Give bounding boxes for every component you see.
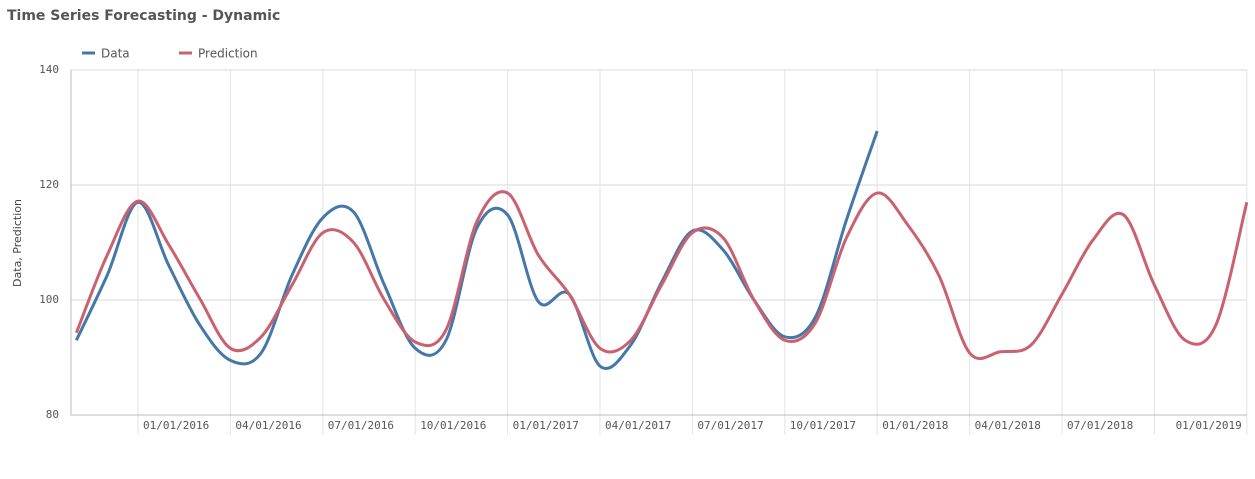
x-tick-label: 07/01/2016	[328, 419, 394, 432]
x-tick-label: 01/01/2019	[1176, 419, 1242, 432]
y-axis-label: Data, Prediction	[11, 199, 24, 287]
y-tick-label: 80	[46, 408, 59, 421]
series-line	[75, 190, 1249, 360]
y-tick-label: 140	[39, 63, 59, 76]
y-tick-label: 100	[39, 293, 59, 306]
x-tick-label: 01/01/2018	[882, 419, 948, 432]
legend-label: Data	[101, 47, 130, 61]
legend-label: Prediction	[198, 47, 258, 61]
x-tick-label: 01/01/2017	[513, 419, 579, 432]
x-tick-label: 10/01/2016	[420, 419, 486, 432]
x-tick-label: 04/01/2016	[235, 419, 301, 432]
y-tick-label: 120	[39, 178, 59, 191]
series-line	[75, 130, 879, 370]
x-tick-label: 07/01/2017	[697, 419, 763, 432]
chart-title: Time Series Forecasting - Dynamic	[7, 8, 280, 24]
x-tick-label: 07/01/2018	[1067, 419, 1133, 432]
x-tick-label: 01/01/2016	[143, 419, 209, 432]
x-tick-label: 10/01/2017	[790, 419, 856, 432]
x-tick-label: 04/01/2017	[605, 419, 671, 432]
x-tick-label: 04/01/2018	[975, 419, 1041, 432]
